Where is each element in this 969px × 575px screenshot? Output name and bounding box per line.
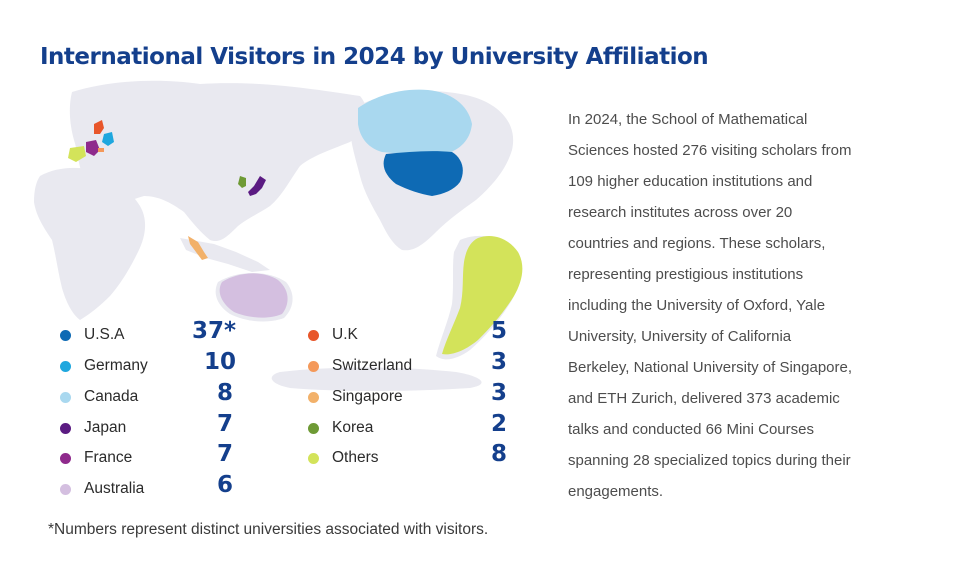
switzerland-region [98,148,104,152]
canada-region [358,89,472,155]
description-line: representing prestigious institutions [568,266,804,283]
description-line: 109 higher education institutions and [568,173,813,190]
uk-region [94,120,104,134]
africa-landmass [34,167,146,320]
antarctica-landmass [271,367,482,391]
page-title: International Visitors in 2024 by Univer… [40,44,709,70]
description-line: University, University of California [568,328,792,345]
japan-region [248,176,266,196]
singapore-region [188,236,208,260]
description-line: research institutes across over 20 [568,204,793,221]
description-line: spanning 28 specialized topics during th… [568,452,851,469]
others-europe [68,146,86,162]
footnote: *Numbers represent distinct universities… [48,521,489,538]
eurasia-landmass [69,80,367,242]
description-line: In 2024, the School of Mathematical [568,111,808,128]
sea-islands [180,238,270,272]
description-line: and ETH Zurich, delivered 373 academic [568,390,840,407]
others-south-america [442,235,523,355]
description-text: In 2024, the School of Mathematical Scie… [568,104,888,507]
description-line: including the University of Oxford, Yale [568,297,826,314]
description-line: engagements. [568,483,664,500]
description-line: countries and regions. These scholars, [568,235,826,252]
korea-region [238,176,246,188]
france-region [86,140,100,156]
germany-region [102,132,114,146]
description-line: Sciences hosted 276 visiting scholars fr… [568,142,852,159]
description-line: Berkeley, National University of Singapo… [568,359,853,376]
description-line: talks and conducted 66 Mini Courses [568,421,814,438]
usa-region [383,151,463,196]
australia-region [219,273,288,318]
